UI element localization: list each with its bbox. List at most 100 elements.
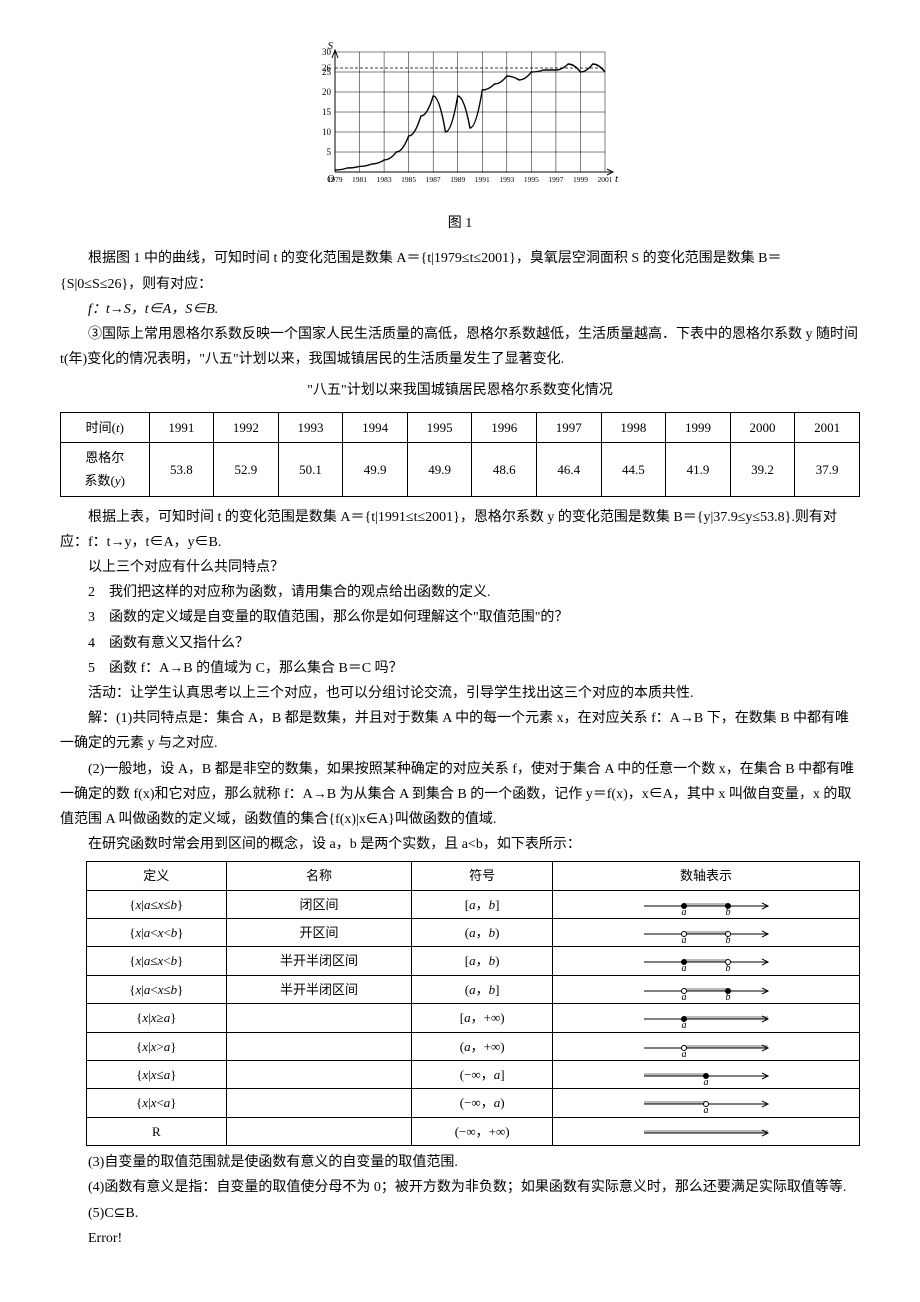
engel-table: 时间(t)19911992199319941995199619971998199… (60, 412, 860, 497)
interval-numline-cell: a (552, 1004, 859, 1032)
interval-sym-cell: (−∞，a) (412, 1089, 553, 1117)
engel-value-cell: 52.9 (214, 442, 279, 496)
engel-value-cell: 46.4 (537, 442, 602, 496)
mapping-f-expr-text: f：t→S，t∈A，S∈B. (88, 302, 218, 317)
engel-table-title: "八五"计划以来我国城镇居民恩格尔系数变化情况 (60, 378, 860, 403)
svg-text:a: a (681, 1049, 686, 1058)
interval-name-cell: 半开半闭区间 (226, 947, 412, 975)
interval-numline-cell: ab (552, 975, 859, 1003)
interval-name-cell (226, 1089, 412, 1117)
question-5: 5 函数 f：A→B 的值域为 C，那么集合 B＝C 吗？ (60, 656, 860, 681)
engel-value-cell: 50.1 (278, 442, 343, 496)
engel-value-cell: 44.5 (601, 442, 666, 496)
svg-text:t: t (615, 173, 619, 185)
interval-sym-cell: (a，+∞) (412, 1032, 553, 1060)
interval-numline-cell: ab (552, 890, 859, 918)
question-common: 以上三个对应有什么共同特点？ (60, 555, 860, 580)
engel-year-cell: 1995 (407, 412, 472, 442)
svg-text:a: a (681, 963, 686, 972)
engel-row2-header: 恩格尔系数(y) (61, 442, 150, 496)
engel-row2-header-text: 恩格尔系数(y) (85, 450, 125, 488)
ozone-chart-svg: 5101520252630197919811983198519871989199… (300, 40, 620, 200)
engel-year-cell: 1997 (537, 412, 602, 442)
engel-year-cell: 2000 (730, 412, 795, 442)
engel-year-cell: 1999 (666, 412, 731, 442)
svg-text:O: O (327, 174, 334, 185)
interval-def-cell: R (87, 1117, 227, 1145)
question-2: 2 我们把这样的对应称为函数，请用集合的观点给出函数的定义. (60, 580, 860, 605)
interval-sym-cell: [a，b) (412, 947, 553, 975)
engel-value-cell: 49.9 (343, 442, 408, 496)
interval-header-cell: 符号 (412, 862, 553, 890)
paragraph-engel-range: 根据上表，可知时间 t 的变化范围是数集 A＝{t|1991≤t≤2001}，恩… (60, 505, 860, 555)
svg-text:1997: 1997 (548, 175, 563, 184)
interval-sym-cell: (a，b] (412, 975, 553, 1003)
interval-header-cell: 名称 (226, 862, 412, 890)
interval-numline-cell: a (552, 1089, 859, 1117)
ozone-chart: 5101520252630197919811983198519871989199… (60, 40, 860, 236)
interval-def-cell: {x|x>a} (87, 1032, 227, 1060)
interval-row: {x|a<x<b}开区间(a，b)ab (87, 919, 860, 947)
svg-text:1983: 1983 (377, 175, 392, 184)
question-3: 3 函数的定义域是自变量的取值范围，那么你是如何理解这个"取值范围"的？ (60, 605, 860, 630)
interval-def-cell: {x|a≤x<b} (87, 947, 227, 975)
svg-text:a: a (703, 1105, 708, 1114)
engel-year-cell: 1994 (343, 412, 408, 442)
svg-text:a: a (681, 992, 686, 1001)
svg-text:1999: 1999 (573, 175, 588, 184)
interval-row: {x|x<a} (−∞，a) a (87, 1089, 860, 1117)
question-4: 4 函数有意义又指什么？ (60, 631, 860, 656)
interval-row: R(−∞，+∞) (87, 1117, 860, 1145)
engel-value-cell: 48.6 (472, 442, 537, 496)
interval-row: {x|x≥a}[a，+∞)a (87, 1004, 860, 1032)
svg-text:5: 5 (327, 147, 332, 157)
interval-header-cell: 数轴表示 (552, 862, 859, 890)
interval-name-cell: 半开半闭区间 (226, 975, 412, 1003)
svg-text:a: a (703, 1077, 708, 1086)
engel-row1-header: 时间(t) (61, 412, 150, 442)
interval-name-cell (226, 1004, 412, 1032)
interval-def-cell: {x|x≤a} (87, 1061, 227, 1089)
interval-header-cell: 定义 (87, 862, 227, 890)
answer-2: (2)一般地，设 A，B 都是非空的数集，如果按照某种确定的对应关系 f，使对于… (60, 757, 860, 833)
svg-text:1989: 1989 (450, 175, 465, 184)
engel-year-cell: 1993 (278, 412, 343, 442)
interval-def-cell: {x|a≤x≤b} (87, 890, 227, 918)
svg-text:b: b (725, 935, 730, 944)
engel-year-cell: 1992 (214, 412, 279, 442)
interval-def-cell: {x|a<x<b} (87, 919, 227, 947)
interval-table: 定义名称符号数轴表示 {x|a≤x≤b}闭区间[a，b]ab{x|a<x<b}开… (86, 861, 860, 1146)
svg-text:1981: 1981 (352, 175, 367, 184)
interval-row: {x|x≤a}(−∞，a]a (87, 1061, 860, 1089)
chart-caption: 图 1 (60, 211, 860, 236)
answer-1: 解：(1)共同特点是：集合 A，B 都是数集，并且对于数集 A 中的每一个元素 … (60, 706, 860, 756)
answer-5: (5)C⊆B. (60, 1201, 860, 1226)
interval-row: {x|a≤x<b}半开半闭区间[a，b)ab (87, 947, 860, 975)
interval-intro: 在研究函数时常会用到区间的概念，设 a，b 是两个实数，且 a<b，如下表所示： (60, 832, 860, 857)
interval-name-cell: 开区间 (226, 919, 412, 947)
svg-text:26: 26 (322, 63, 332, 73)
paragraph-1: 根据图 1 中的曲线，可知时间 t 的变化范围是数集 A＝{t|1979≤t≤2… (60, 246, 860, 296)
interval-name-cell: 闭区间 (226, 890, 412, 918)
engel-value-cell: 53.8 (149, 442, 214, 496)
interval-numline-cell: a (552, 1061, 859, 1089)
interval-name-cell (226, 1061, 412, 1089)
mapping-f-expr: f：t→S，t∈A，S∈B. (60, 297, 860, 322)
interval-numline-cell: ab (552, 947, 859, 975)
interval-name-cell (226, 1117, 412, 1145)
svg-text:1985: 1985 (401, 175, 416, 184)
svg-text:a: a (681, 935, 686, 944)
svg-text:1991: 1991 (475, 175, 490, 184)
svg-text:10: 10 (322, 127, 332, 137)
interval-def-cell: {x|x<a} (87, 1089, 227, 1117)
paragraph-engel-intro: ③国际上常用恩格尔系数反映一个国家人民生活质量的高低，恩格尔系数越低，生活质量越… (60, 322, 860, 372)
engel-value-cell: 49.9 (407, 442, 472, 496)
engel-value-cell: 39.2 (730, 442, 795, 496)
interval-name-cell (226, 1032, 412, 1060)
activity-text: 活动：让学生认真思考以上三个对应，也可以分组讨论交流，引导学生找出这三个对应的本… (60, 681, 860, 706)
svg-text:1995: 1995 (524, 175, 539, 184)
svg-text:b: b (725, 907, 730, 916)
interval-row: {x|x>a} (a，+∞) a (87, 1032, 860, 1060)
interval-numline-cell: a (552, 1032, 859, 1060)
answer-4: (4)函数有意义是指：自变量的取值使分母不为 0；被开方数为非负数；如果函数有实… (60, 1175, 860, 1200)
